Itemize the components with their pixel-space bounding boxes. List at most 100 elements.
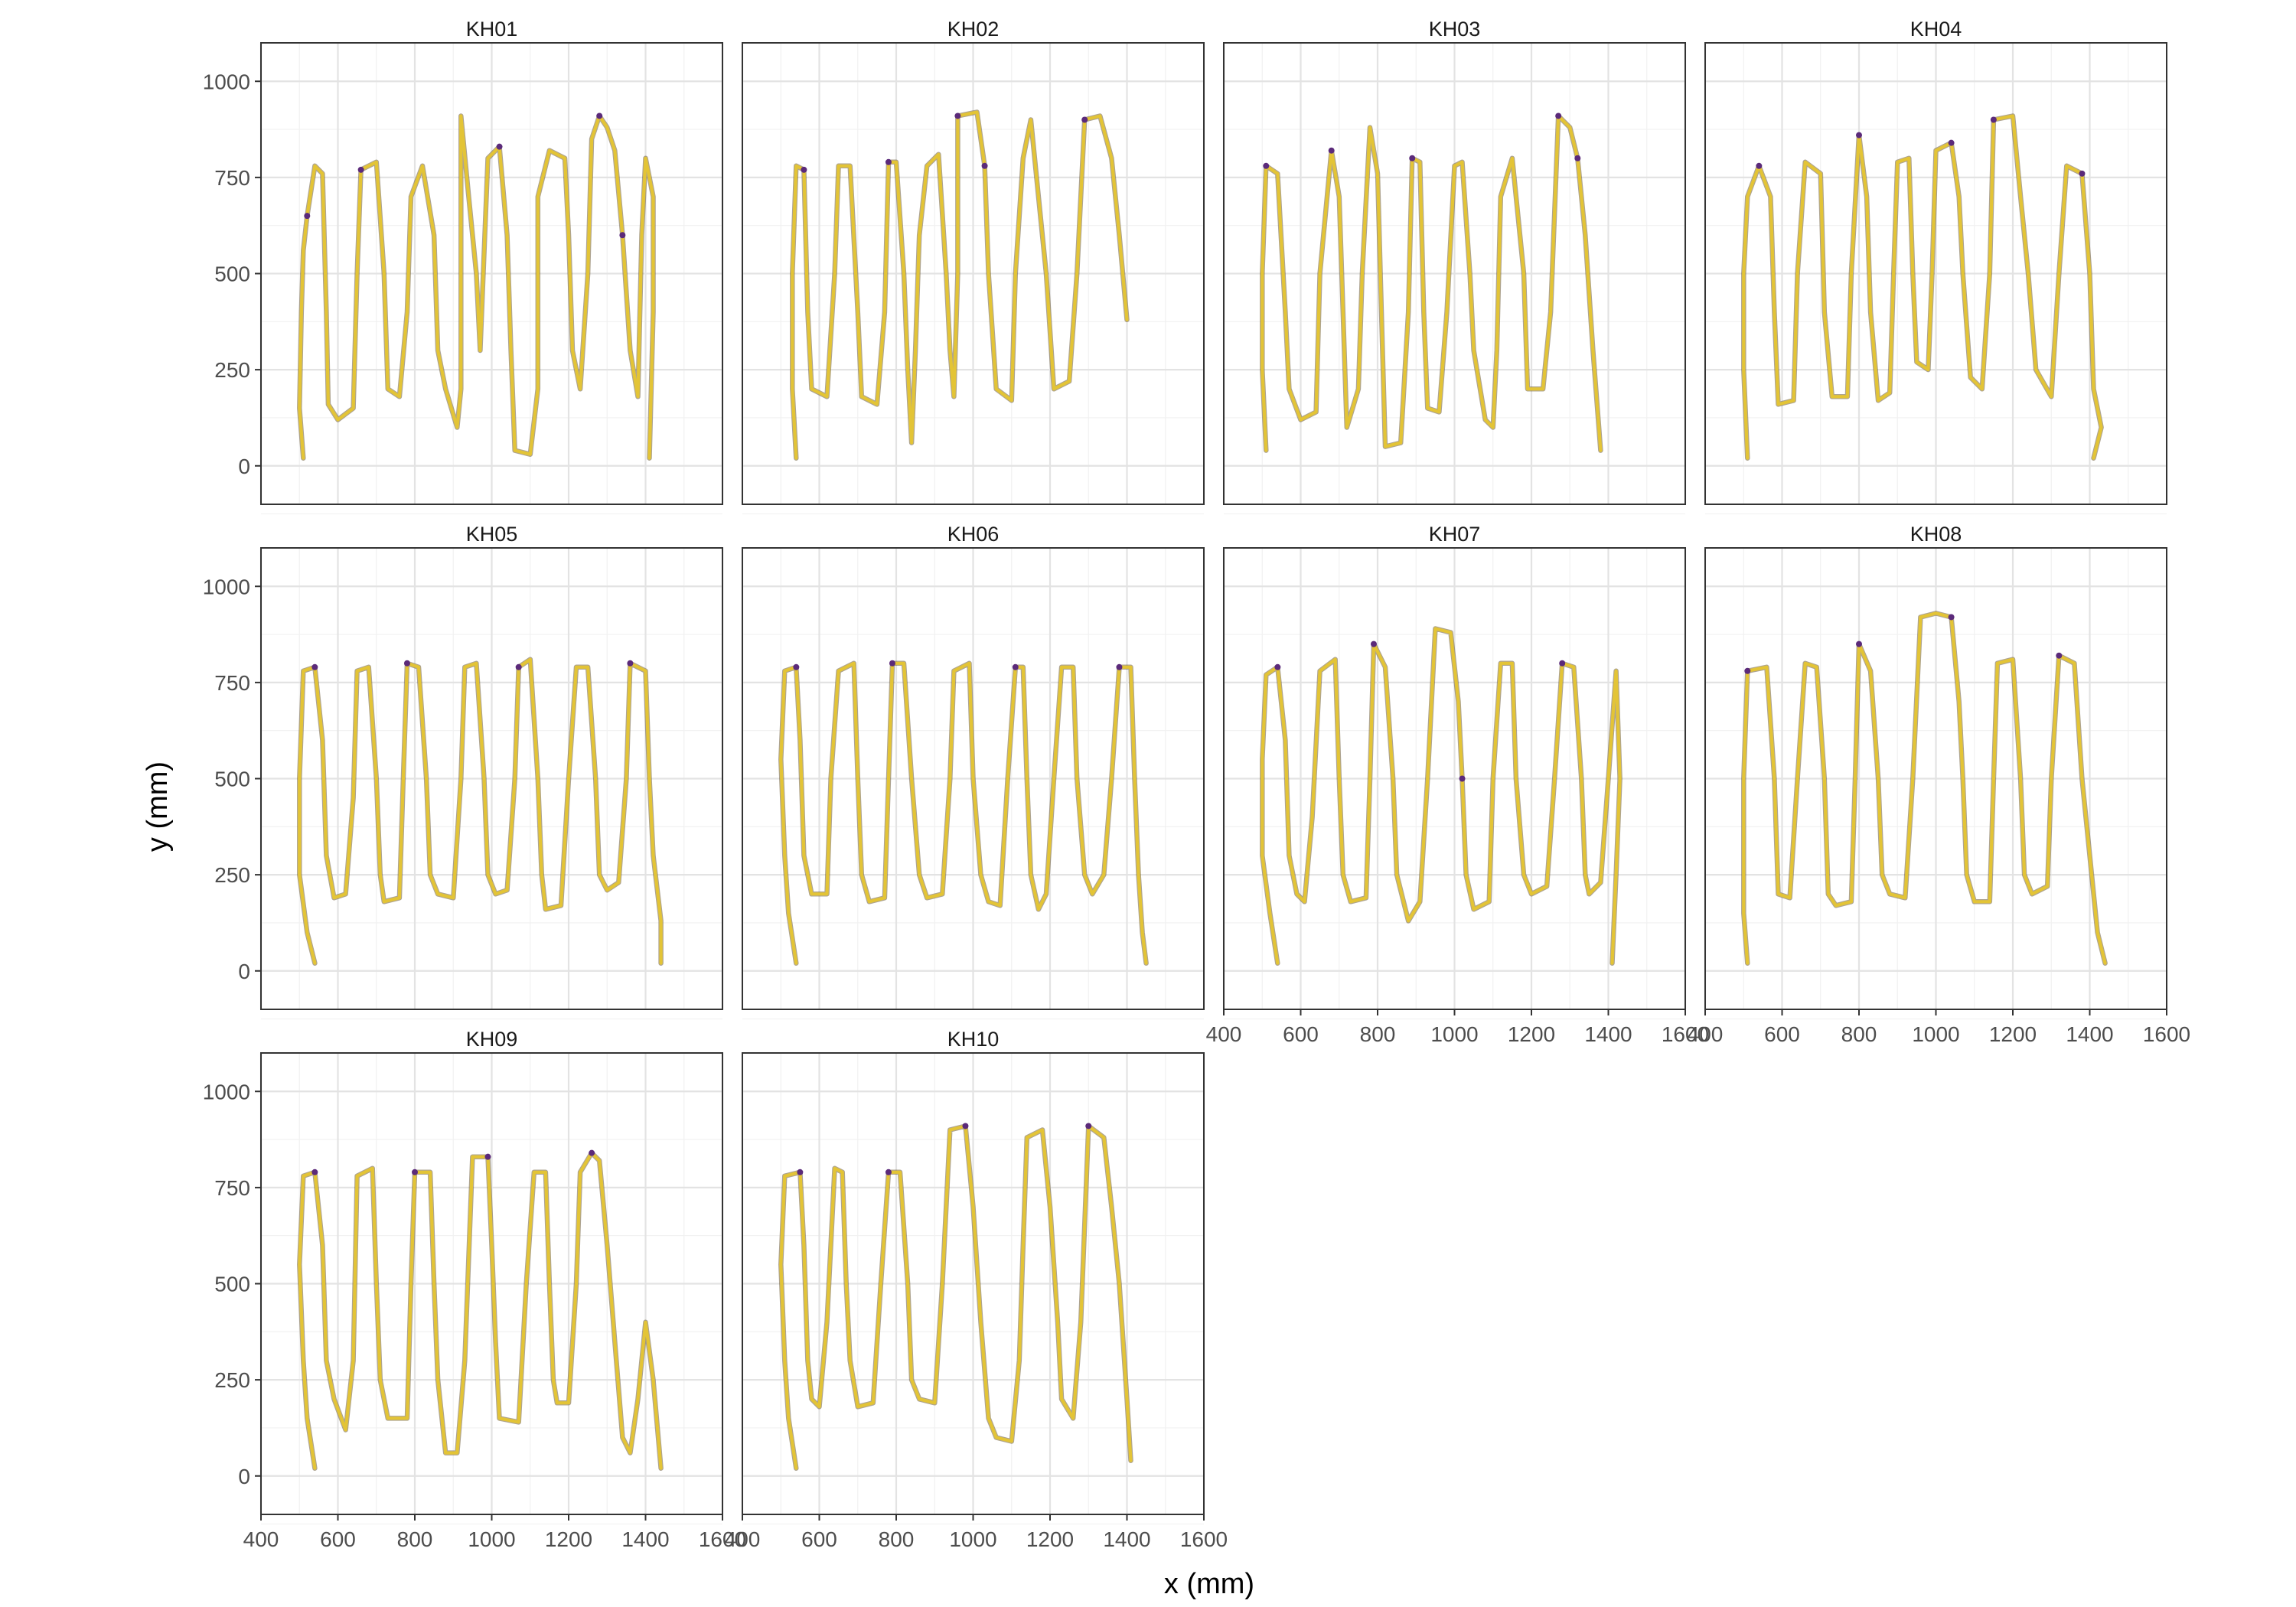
trajectory-line	[298, 1151, 663, 1470]
panel-kh08: KH08	[1704, 523, 2168, 1020]
y-tick-label: 750	[214, 671, 250, 695]
y-axis-kh01: 0 250 500 750 1000	[203, 70, 261, 478]
dwell-point	[596, 112, 603, 119]
dwell-point	[1990, 116, 1997, 123]
dwell-point	[1856, 132, 1862, 139]
dwell-point	[1116, 663, 1123, 670]
x-tick-label: 600	[1283, 1022, 1319, 1046]
panel-kh02: KH02	[741, 18, 1205, 515]
x-tick-label: 1400	[1584, 1022, 1632, 1046]
y-axis-kh05: 0 250 500 750 1000	[203, 575, 261, 983]
trajectory-line	[1261, 114, 1603, 452]
dwell-point	[1085, 1123, 1092, 1129]
facet-label: KH08	[1910, 523, 1962, 546]
y-tick-label: 1000	[203, 70, 250, 93]
dwell-point	[1756, 162, 1763, 169]
trajectory-line	[779, 1124, 1133, 1470]
dwell-point	[1409, 155, 1416, 161]
panel-border	[742, 42, 1205, 505]
panel-kh10: KH10	[741, 1028, 1205, 1525]
panels-layer: KH01 KH02 KH03 KH04 KH05 KH06 KH07 KH08 KH09 KH10	[259, 18, 2168, 1525]
dwell-point	[412, 1169, 418, 1175]
dwell-point	[1263, 162, 1270, 169]
panel-kh01: KH01	[259, 18, 724, 515]
dwell-point	[962, 1123, 969, 1129]
x-tick-label: 1200	[1989, 1022, 2037, 1046]
dwell-point	[311, 1169, 318, 1175]
y-tick-label: 750	[214, 166, 250, 190]
facet-label: KH02	[947, 18, 1000, 41]
x-tick-label: 1000	[949, 1527, 996, 1551]
dwell-point	[403, 660, 410, 667]
x-tick-label: 1000	[1430, 1022, 1478, 1046]
dwell-point	[357, 166, 364, 173]
y-axis-kh09: 0 250 500 750 1000	[203, 1080, 261, 1488]
dwell-point	[885, 1169, 892, 1175]
x-tick-label: 600	[320, 1527, 356, 1551]
panel-border	[1704, 42, 2167, 505]
dwell-point	[1555, 112, 1562, 119]
x-tick-label: 800	[879, 1527, 915, 1551]
x-axis-kh08: 400 600 800 1000 1200 1400 1600	[1688, 1009, 2190, 1046]
facet-label: KH01	[466, 18, 518, 41]
x-axis-title: x (mm)	[1164, 1568, 1254, 1600]
dwell-point	[1012, 663, 1019, 670]
x-tick-label: 400	[725, 1527, 761, 1551]
y-tick-label: 250	[214, 358, 250, 382]
x-tick-label: 1600	[699, 1527, 746, 1551]
dwell-point	[496, 143, 503, 150]
x-axis-kh09: 400 600 800 1000 1200 1400 1600	[243, 1514, 746, 1551]
facet-label: KH07	[1429, 523, 1481, 546]
dwell-point	[515, 663, 522, 670]
dwell-point	[619, 232, 626, 239]
dwell-point	[1948, 614, 1955, 621]
x-tick-label: 800	[1360, 1022, 1396, 1046]
facet-label: KH03	[1429, 18, 1481, 41]
facet-label: KH05	[466, 523, 518, 546]
x-tick-label: 1200	[1508, 1022, 1555, 1046]
facet-label: KH06	[947, 523, 1000, 546]
dwell-point	[885, 158, 892, 165]
dwell-point	[2056, 652, 2063, 659]
dwell-point	[2079, 170, 2086, 177]
x-tick-label: 1600	[1180, 1527, 1228, 1551]
dwell-point	[311, 663, 318, 670]
dwell-point	[1274, 663, 1281, 670]
panel-kh03: KH03	[1222, 18, 1687, 515]
facet-label: KH04	[1910, 18, 1962, 41]
x-axis-kh10: 400 600 800 1000 1200 1400 1600	[725, 1514, 1228, 1551]
trajectory-line	[791, 110, 1129, 460]
x-axis-kh07: 400 600 800 1000 1200 1400 1600	[1206, 1009, 1709, 1046]
y-tick-label: 0	[238, 455, 250, 478]
dwell-point	[1856, 641, 1862, 647]
trajectory-line	[779, 661, 1148, 965]
x-tick-label: 1600	[1662, 1022, 1709, 1046]
facet-label: KH10	[947, 1028, 1000, 1051]
x-tick-label: 1000	[1912, 1022, 1959, 1046]
dwell-point	[801, 166, 807, 173]
x-tick-label: 1000	[468, 1527, 515, 1551]
x-tick-label: 400	[1206, 1022, 1242, 1046]
panel-kh07: KH07	[1222, 523, 1687, 1020]
dwell-point	[797, 1169, 804, 1175]
dwell-point	[1574, 155, 1581, 161]
y-tick-label: 750	[214, 1176, 250, 1200]
panel-border	[742, 547, 1205, 1010]
dwell-point	[304, 213, 311, 220]
x-tick-label: 1600	[2143, 1022, 2190, 1046]
y-axis-title: y (mm)	[142, 761, 174, 852]
facet-label: KH09	[466, 1028, 518, 1051]
panel-kh06: KH06	[741, 523, 1205, 1020]
y-tick-label: 1000	[203, 575, 250, 598]
x-tick-label: 400	[1688, 1022, 1724, 1046]
x-tick-label: 1200	[545, 1527, 592, 1551]
y-tick-label: 500	[214, 262, 250, 286]
y-tick-label: 500	[214, 1273, 250, 1296]
x-tick-label: 1400	[621, 1527, 669, 1551]
dwell-point	[1081, 116, 1088, 123]
trajectory-line	[298, 114, 655, 460]
trajectory-line	[1742, 114, 2103, 460]
dwell-point	[1328, 147, 1335, 154]
